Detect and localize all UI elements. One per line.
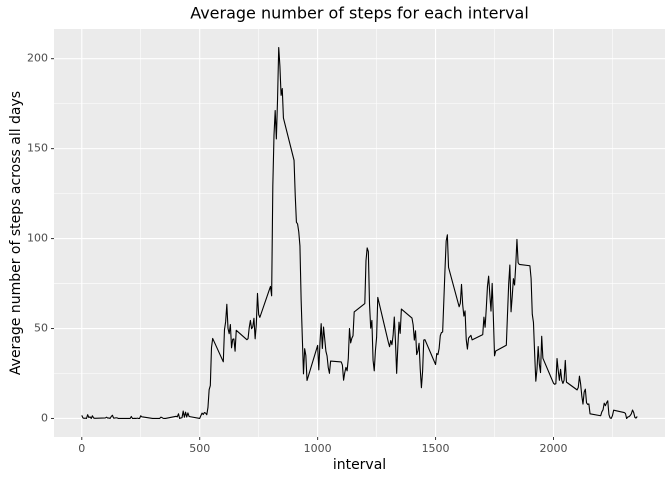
y-tick-label: 0	[41, 411, 48, 424]
y-tick-label: 200	[27, 52, 48, 65]
y-tick-label: 100	[27, 232, 48, 245]
chart-title: Average number of steps for each interva…	[190, 4, 529, 23]
x-axis-label: interval	[333, 457, 386, 473]
x-tick-label: 2000	[539, 442, 567, 455]
x-tick-label: 500	[189, 442, 210, 455]
y-tick-label: 50	[34, 322, 48, 335]
x-tick-label: 1000	[304, 442, 332, 455]
x-tick-label: 0	[78, 442, 85, 455]
y-tick-label: 150	[27, 142, 48, 155]
x-tick-label: 1500	[422, 442, 450, 455]
y-axis-label: Average number of steps across all days	[8, 91, 24, 375]
panel	[54, 29, 665, 437]
data-line	[81, 46, 638, 420]
